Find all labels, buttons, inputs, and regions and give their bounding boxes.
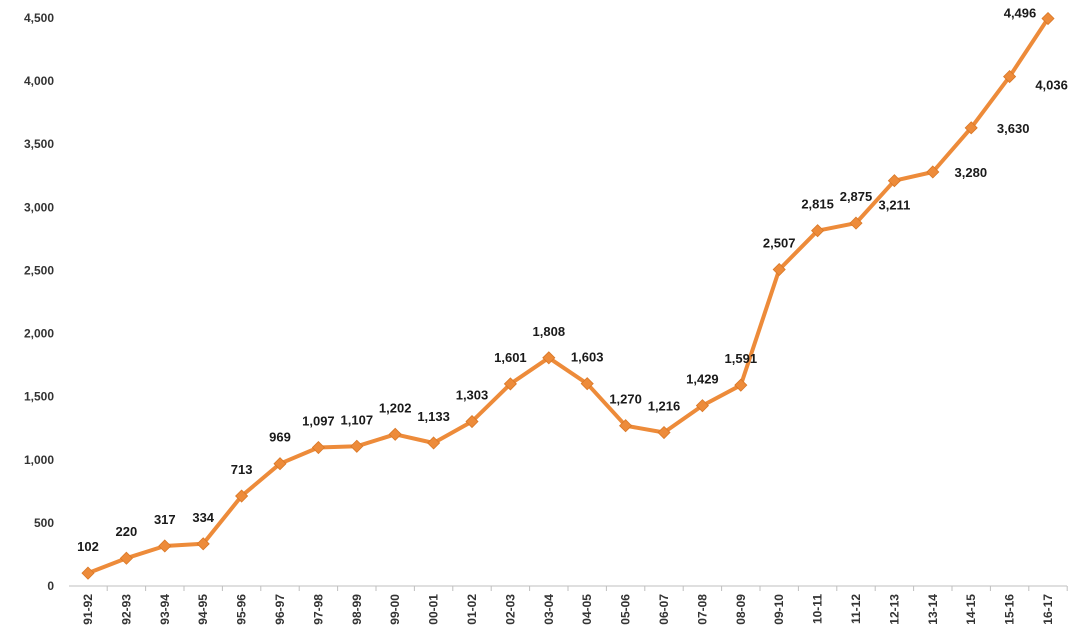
data-label: 4,496 [1004, 6, 1037, 21]
data-point-marker [811, 224, 825, 238]
data-point-marker [350, 439, 364, 453]
x-tick-label: 02-03 [503, 594, 517, 625]
x-tick-label: 95-96 [235, 594, 249, 625]
data-label: 1,202 [379, 400, 412, 415]
data-label: 1,591 [725, 351, 758, 366]
data-point-marker [196, 537, 210, 551]
data-label: 1,270 [609, 392, 642, 407]
data-point-marker [273, 457, 287, 471]
x-tick-label: 13-14 [926, 594, 940, 625]
x-tick-label: 01-02 [465, 594, 479, 625]
data-point-marker [695, 399, 709, 413]
x-tick-label: 12-13 [887, 594, 901, 625]
x-tick-label: 03-04 [542, 594, 556, 625]
data-point-marker [580, 377, 594, 391]
data-label: 2,815 [801, 197, 834, 212]
data-label: 1,107 [341, 412, 374, 427]
data-label: 1,429 [686, 372, 719, 387]
data-label: 4,036 [1035, 78, 1068, 93]
x-tick-label: 98-99 [350, 594, 364, 625]
y-tick-label: 2,000 [24, 327, 54, 341]
data-labels: 102 220 317 334 713 969 1,097 1,107 1,202 1,133 1,… [77, 6, 1068, 555]
data-point-marker [619, 419, 633, 433]
data-point-marker [311, 440, 325, 455]
data-label: 1,097 [302, 414, 335, 429]
data-point-marker [235, 489, 249, 503]
x-tick-label: 15-16 [1003, 594, 1017, 625]
data-label: 3,630 [997, 121, 1030, 136]
y-tick-label: 0 [47, 579, 54, 593]
data-point-marker [388, 427, 402, 441]
data-point-marker [887, 174, 901, 188]
x-tick-label: 11-12 [849, 594, 863, 624]
series-line [86, 16, 1050, 576]
data-point-marker [964, 121, 978, 135]
x-axis-ticks: 91-92 92-93 93-94 94-95 95-96 96-97 97-98 98-99… [81, 586, 1068, 625]
x-tick-label: 09-10 [772, 594, 786, 625]
y-axis-ticks: 0 500 1,000 1,500 2,000 2,500 3,000 3,500 4,000 4… [24, 11, 54, 593]
x-tick-label: 06-07 [657, 594, 671, 625]
y-tick-label: 4,500 [24, 11, 54, 25]
y-tick-label: 500 [34, 516, 54, 530]
x-tick-label: 92-93 [119, 594, 133, 625]
x-tick-label: 94-95 [196, 594, 210, 625]
data-label: 1,603 [571, 350, 604, 365]
data-point-marker [542, 351, 556, 365]
data-point-marker [119, 551, 133, 565]
data-point-marker [734, 378, 748, 392]
data-label: 102 [77, 539, 99, 554]
x-tick-label: 00-01 [427, 594, 441, 625]
x-tick-label: 07-08 [695, 594, 709, 625]
data-label: 1,601 [494, 350, 527, 365]
y-tick-label: 2,500 [24, 263, 54, 277]
x-tick-label: 08-09 [734, 594, 748, 625]
x-tick-label: 14-15 [964, 594, 978, 625]
x-tick-label: 93-94 [158, 594, 172, 625]
data-label: 220 [116, 524, 138, 539]
series-markers [81, 11, 1055, 580]
y-tick-label: 3,500 [24, 137, 54, 151]
data-point-marker [926, 165, 940, 179]
data-label: 2,875 [840, 189, 873, 204]
x-tick-label: 96-97 [273, 594, 287, 625]
x-tick-label: 10-11 [811, 594, 825, 624]
data-point-marker [503, 377, 517, 391]
data-point-marker [849, 216, 863, 230]
data-point-marker [1041, 11, 1055, 26]
data-point-marker [158, 539, 172, 553]
data-label: 334 [192, 510, 214, 525]
data-point-marker [772, 262, 786, 277]
data-point-marker [1003, 70, 1017, 84]
data-point-marker [427, 436, 441, 450]
data-label: 3,280 [955, 165, 988, 180]
y-tick-label: 4,000 [24, 74, 54, 88]
x-tick-label: 16-17 [1041, 594, 1055, 625]
data-label: 1,216 [648, 399, 681, 414]
data-label: 1,133 [417, 409, 450, 424]
data-label: 969 [269, 430, 291, 445]
data-point-marker [657, 425, 671, 440]
data-label: 1,303 [456, 388, 489, 403]
data-point-marker [465, 414, 479, 429]
data-point-marker [81, 566, 95, 580]
y-tick-label: 1,000 [24, 453, 54, 467]
data-label: 2,507 [763, 236, 796, 251]
data-label: 3,211 [878, 198, 910, 213]
x-tick-label: 91-92 [81, 594, 95, 625]
y-tick-label: 1,500 [24, 390, 54, 404]
y-tick-label: 3,000 [24, 200, 54, 214]
data-label: 1,808 [533, 324, 566, 339]
x-tick-label: 04-05 [580, 594, 594, 625]
x-tick-label: 97-98 [311, 594, 325, 625]
data-label: 713 [231, 462, 253, 477]
x-tick-label: 05-06 [619, 594, 633, 625]
x-tick-label: 99-00 [388, 594, 402, 625]
data-label: 317 [154, 512, 176, 527]
